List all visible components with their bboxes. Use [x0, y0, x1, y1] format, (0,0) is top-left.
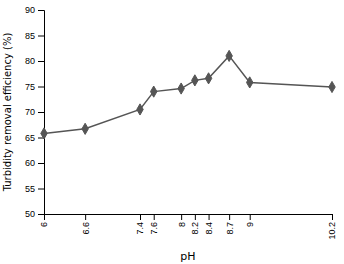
y-tick-mark: [38, 214, 44, 215]
y-tick-label: 60: [25, 158, 35, 168]
x-tick: 8.2: [190, 214, 200, 235]
x-tick: 9: [245, 214, 255, 227]
plot: 6 6.6 7.4 7.6 88.2 8.4 8.7 9 10.2 50 55 60 65 70 75 80 8…: [25, 5, 337, 239]
y-tick-label: 70: [25, 107, 35, 117]
y-tick: 70: [25, 107, 44, 117]
y-tick: 90: [25, 5, 44, 15]
y-tick-label: 80: [25, 56, 35, 66]
y-axis-line: [38, 11, 45, 215]
marker: [178, 83, 184, 94]
x-tick-mark: [209, 214, 210, 220]
x-tick-mark: [154, 214, 155, 220]
marker: [246, 77, 252, 88]
y-tick-mark: [38, 61, 44, 62]
x-tick-mark: [250, 214, 251, 220]
x-axis-title: pH: [180, 250, 195, 263]
x-tick-mark: [181, 214, 182, 220]
x-tick-label: 9: [245, 222, 255, 227]
x-tick: 8: [177, 214, 187, 227]
y-tick: 60: [25, 158, 44, 168]
y-tick-label: 65: [25, 133, 35, 143]
x-tick: 6.6: [81, 214, 91, 235]
y-tick: 55: [25, 184, 44, 194]
y-tick-label: 90: [25, 5, 35, 15]
y-tick: 75: [25, 82, 44, 92]
marker: [192, 75, 198, 86]
x-tick: 8.7: [225, 214, 235, 235]
y-axis: 50 55 60 65 70 75 80 85 90: [25, 5, 45, 219]
x-tick: 6: [39, 214, 49, 227]
x-axis: 6 6.6 7.4 7.6 88.2 8.4 8.7 9 10.2: [39, 214, 337, 240]
x-tick-label: 7.6: [149, 222, 159, 235]
y-tick-mark: [38, 163, 44, 164]
y-tick-mark: [38, 189, 44, 190]
marker: [82, 123, 88, 134]
marker: [329, 81, 335, 92]
marker: [137, 104, 143, 115]
line: [44, 56, 332, 134]
x-tick: 7.4: [135, 214, 145, 235]
y-tick-label: 85: [25, 31, 35, 41]
x-tick-label: 8.4: [204, 222, 214, 235]
x-tick: 8.4: [204, 214, 214, 235]
x-tick-label: 8.2: [190, 222, 200, 235]
y-tick-label: 55: [25, 184, 35, 194]
x-tick-label: 8.7: [225, 222, 235, 235]
x-tick-mark: [195, 214, 196, 220]
y-tick-label: 50: [25, 209, 35, 219]
y-axis-title: Turbidity removal efficiency (%): [2, 33, 13, 193]
chart: 6 6.6 7.4 7.6 88.2 8.4 8.7 9 10.2 50 55 60 65 70 75 80 8…: [0, 0, 344, 264]
x-tick-label: 10.2: [327, 222, 337, 240]
x-tick: 7.6: [149, 214, 159, 235]
x-axis-line: [45, 215, 333, 221]
marker: [41, 128, 47, 139]
x-tick-mark: [140, 214, 141, 220]
x-tick-mark: [85, 214, 86, 220]
marks: [41, 50, 335, 139]
y-tick-mark: [38, 112, 44, 113]
x-tick-label: 8: [177, 222, 187, 227]
x-tick-label: 7.4: [135, 222, 145, 235]
marker: [205, 73, 211, 84]
x-tick-label: 6.6: [81, 222, 91, 235]
y-tick-mark: [38, 36, 44, 37]
y-tick-mark: [38, 87, 44, 88]
x-tick-label: 6: [39, 222, 49, 227]
y-tick: 85: [25, 31, 44, 41]
y-tick-label: 75: [25, 82, 35, 92]
y-tick: 50: [25, 209, 44, 219]
x-tick: 10.2: [327, 214, 337, 240]
x-tick-mark: [229, 214, 230, 220]
marker: [150, 86, 156, 97]
x-tick-mark: [332, 214, 333, 220]
y-tick-mark: [38, 10, 44, 11]
y-tick: 80: [25, 56, 44, 66]
marker: [226, 50, 232, 61]
